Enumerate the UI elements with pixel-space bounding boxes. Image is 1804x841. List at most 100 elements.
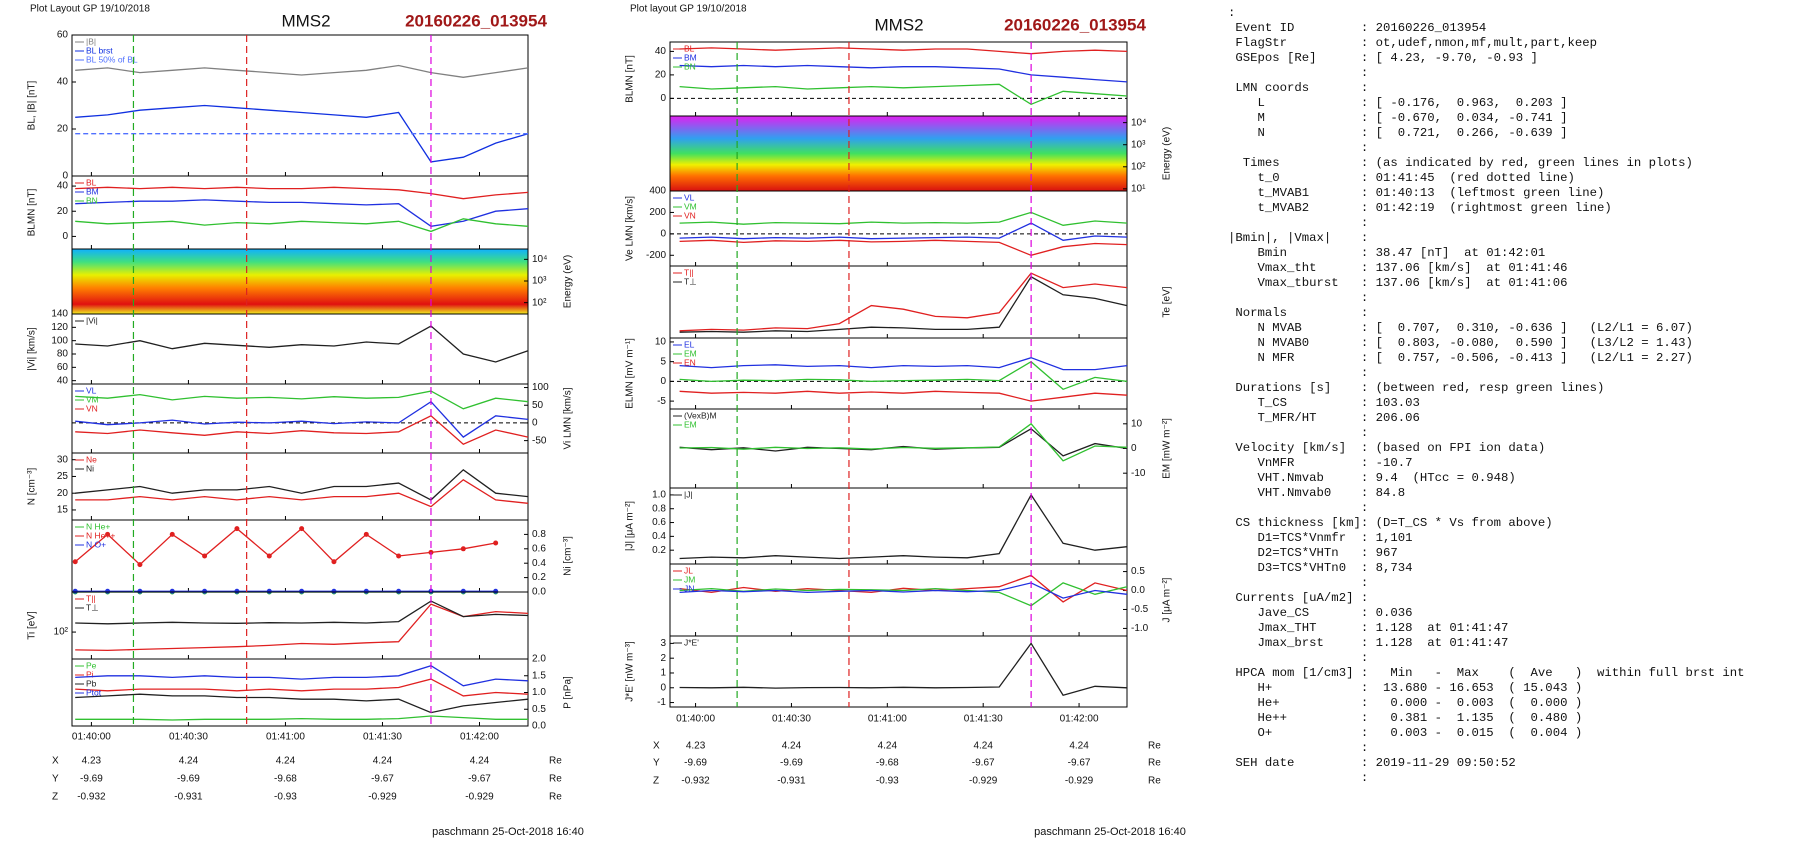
y-axis-label: BLMN [nT] <box>27 188 38 236</box>
spectrogram <box>670 116 1127 191</box>
y-tick-label: 0.6 <box>532 543 546 554</box>
panel-frame <box>669 635 1128 708</box>
footer: paschmann 25-Oct-2018 16:40 <box>1034 826 1186 838</box>
x-tick-label: 01:42:00 <box>1060 714 1099 725</box>
position-value: 4.24 <box>276 756 296 767</box>
y-axis-label: |J| [μA m⁻²] <box>625 501 636 551</box>
position-value: -9.69 <box>177 774 200 785</box>
position-value: -9.68 <box>876 758 899 769</box>
position-value: 4.23 <box>686 741 706 752</box>
position-value: -9.69 <box>780 758 803 769</box>
legend-label: Pi <box>86 669 94 679</box>
info-line: Vmax_tburst : 137.06 [km/s] at 01:41:06 <box>1228 276 1568 290</box>
y-tick-label: 20 <box>57 124 69 135</box>
y-tick-label: 10² <box>1131 161 1146 172</box>
y-tick-label: 0 <box>62 231 68 242</box>
x-tick-label: 01:41:30 <box>964 714 1003 725</box>
x-tick-label: 01:41:00 <box>266 732 305 743</box>
series-line <box>679 428 1128 457</box>
series-line <box>679 493 1128 560</box>
position-label: Y <box>653 758 660 769</box>
info-line: Durations [s] : (between red, resp green… <box>1228 381 1605 395</box>
series-line <box>74 527 496 566</box>
info-line: D3=TCS*VHTn0 : 8,734 <box>1228 561 1413 575</box>
legend-label: VN <box>684 210 696 220</box>
legend-label: VL <box>86 385 97 395</box>
y-tick-label: 0.0 <box>1131 585 1145 596</box>
y-tick-label: 1.5 <box>532 670 546 681</box>
y-tick-label: 2.0 <box>532 654 546 665</box>
y-tick-label: 80 <box>57 349 69 360</box>
y-tick-label: 50 <box>532 400 544 411</box>
y-tick-label: 10³ <box>532 276 547 287</box>
x-tick-label: 01:40:00 <box>72 732 111 743</box>
series-line <box>75 390 529 410</box>
y-tick-label: 10 <box>1131 418 1143 429</box>
plot-header: Plot layout GP 19/10/2018 <box>630 4 747 15</box>
y-axis-label: Ve LMN [km/s] <box>625 196 636 261</box>
position-value: -9.69 <box>684 758 707 769</box>
info-line: : <box>1228 216 1369 230</box>
info-line: Jmax_THT : 1.128 at 01:41:47 <box>1228 621 1509 635</box>
position-value: 4.24 <box>470 756 490 767</box>
info-line: Currents [uA/m2] : <box>1228 591 1369 605</box>
info-line: : <box>1228 741 1369 755</box>
y-tick-label: 1.0 <box>652 490 666 501</box>
y-tick-label: 140 <box>51 309 68 320</box>
y-tick-label: 0.8 <box>532 529 546 540</box>
info-line: : <box>1228 6 1236 20</box>
legend-label: T⊥ <box>86 602 99 612</box>
y-tick-label: 10⁴ <box>532 254 547 265</box>
series-line <box>679 222 1128 241</box>
y-tick-label: 200 <box>649 207 666 218</box>
x-tick-label: 01:40:00 <box>676 714 715 725</box>
position-label: X <box>653 741 660 752</box>
info-line: N MVAB : [ 0.707, 0.310, -0.636 ] (L2/L1… <box>1228 321 1693 335</box>
position-value: -9.68 <box>274 774 297 785</box>
x-tick-label: 01:40:30 <box>169 732 208 743</box>
y-tick-label: 10³ <box>1131 139 1146 150</box>
y-tick-label: 0 <box>62 171 68 182</box>
position-value: -9.69 <box>80 774 103 785</box>
y-tick-label: 3 <box>660 638 666 649</box>
y-tick-label: 60 <box>57 362 69 373</box>
info-line: N MFR : [ 0.757, -0.506, -0.413 ] (L2/L1… <box>1228 351 1693 365</box>
x-tick-label: 01:41:00 <box>868 714 907 725</box>
y-tick-label: 120 <box>51 322 68 333</box>
info-line: |Bmin|, |Vmax| : <box>1228 231 1369 245</box>
position-value: -9.67 <box>972 758 995 769</box>
position-unit: Re <box>549 756 562 767</box>
y-tick-label: -200 <box>646 250 666 261</box>
x-tick-label: 01:42:00 <box>460 732 499 743</box>
position-value: -0.93 <box>274 792 297 803</box>
info-line: He++ : 0.381 - 1.135 ( 0.480 ) <box>1228 711 1583 725</box>
y-axis-label: Vi LMN [km/s] <box>563 387 574 449</box>
info-line: : <box>1228 291 1369 305</box>
info-line: GSEpos [Re] : [ 4.23, -9.70, -0.93 ] <box>1228 51 1538 65</box>
info-line: VnMFR : -10.7 <box>1228 456 1413 470</box>
series-line <box>75 678 529 697</box>
info-line: : <box>1228 426 1369 440</box>
series-line <box>75 693 529 714</box>
legend-label: VN <box>86 403 98 413</box>
event-id: 20160226_013954 <box>405 11 547 30</box>
panel-frame <box>669 190 1128 267</box>
panel-frame <box>669 487 1128 565</box>
info-line: : <box>1228 576 1369 590</box>
info-line: : <box>1228 651 1369 665</box>
series-line <box>75 104 529 163</box>
y-tick-label: 0 <box>660 682 666 693</box>
y-tick-label: 0.2 <box>532 572 546 583</box>
position-unit: Re <box>549 774 562 785</box>
series-line <box>75 715 528 721</box>
series-line <box>75 468 529 501</box>
series-line <box>679 275 1128 333</box>
legend-label: Pe <box>86 660 97 670</box>
info-line: Normals : <box>1228 306 1369 320</box>
info-line: VHT.Nmvab : 9.4 (HTcc = 0.948) <box>1228 471 1516 485</box>
legend-label: T|| <box>684 267 694 277</box>
panel-frame <box>669 563 1128 637</box>
info-line: : <box>1228 141 1369 155</box>
info-line: T_MFR/HT : 206.06 <box>1228 411 1420 425</box>
